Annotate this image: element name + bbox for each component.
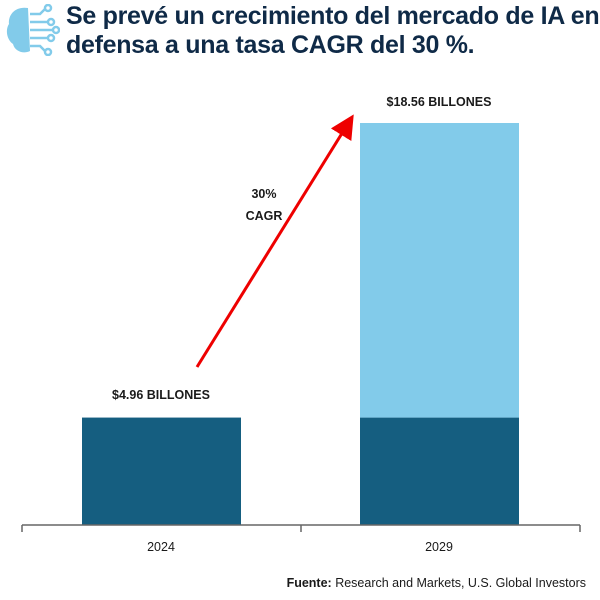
data-label: $4.96 BILLONES	[112, 388, 210, 402]
data-label: $18.56 BILLONES	[387, 95, 492, 109]
source-text: Research and Markets, U.S. Global Invest…	[331, 576, 586, 590]
cagr-label: CAGR	[246, 209, 283, 223]
x-tick-label: 2029	[425, 540, 453, 554]
chart-title: Se prevé un crecimiento del mercado de I…	[66, 2, 600, 59]
cagr-percent: 30%	[251, 187, 276, 201]
bar-2029-segment-0	[360, 417, 519, 525]
source-label: Fuente:	[286, 576, 332, 590]
x-tick-label: 2024	[147, 540, 175, 554]
cagr-arrow	[195, 114, 354, 368]
bar-2024-segment-0	[82, 417, 241, 525]
brain-circuit-icon	[6, 4, 60, 56]
source-note: Fuente: Research and Markets, U.S. Globa…	[287, 576, 586, 590]
bar-2029-segment-1	[360, 123, 519, 418]
